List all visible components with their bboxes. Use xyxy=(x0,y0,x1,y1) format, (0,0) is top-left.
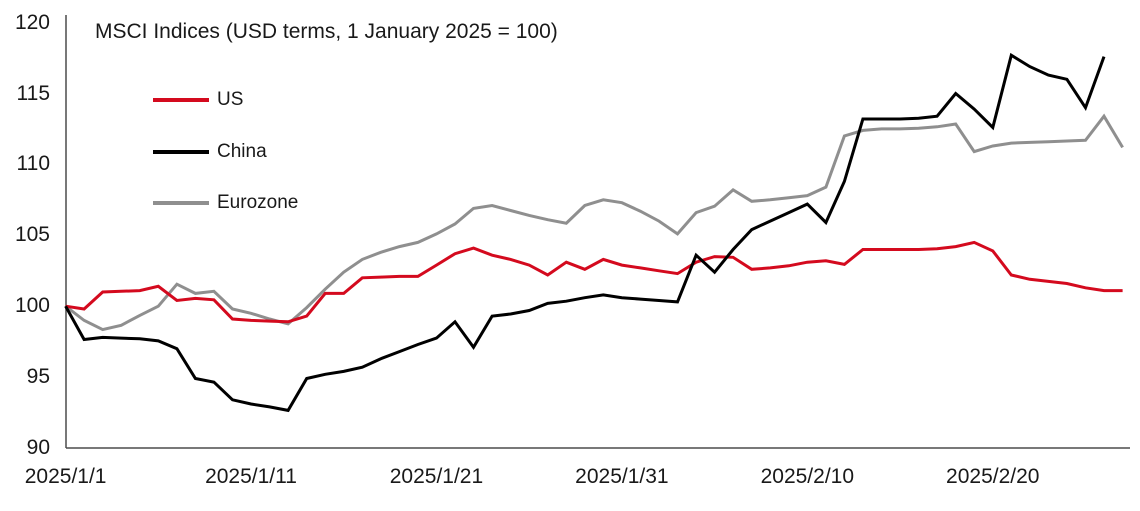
y-tick-label-120: 120 xyxy=(14,10,50,34)
y-tick-label-100: 100 xyxy=(14,294,50,318)
china-series-line xyxy=(64,52,1106,413)
x-tick-label-2025/1/1: 2025/1/1 xyxy=(24,465,107,488)
x-tick-label-2025/2/10: 2025/2/10 xyxy=(760,465,855,488)
y-tick-label-105: 105 xyxy=(14,223,50,247)
y-tick-label-110: 110 xyxy=(16,152,50,176)
y-tick-label-115: 115 xyxy=(16,81,50,105)
y-tick-label-90: 90 xyxy=(26,436,50,459)
us-series-line xyxy=(65,240,1123,324)
eurozone-series-line xyxy=(64,113,1124,332)
x-tick-label-2025/2/20: 2025/2/20 xyxy=(946,465,1040,488)
y-tick-label-95: 95 xyxy=(26,365,50,389)
chart-title: MSCI Indices (USD terms, 1 January 2025 … xyxy=(95,20,558,43)
x-tick-label-2025/1/11: 2025/1/11 xyxy=(205,465,297,488)
x-tick-label-2025/1/31: 2025/1/31 xyxy=(575,465,669,488)
x-tick-label-2025/1/21: 2025/1/21 xyxy=(389,465,484,488)
